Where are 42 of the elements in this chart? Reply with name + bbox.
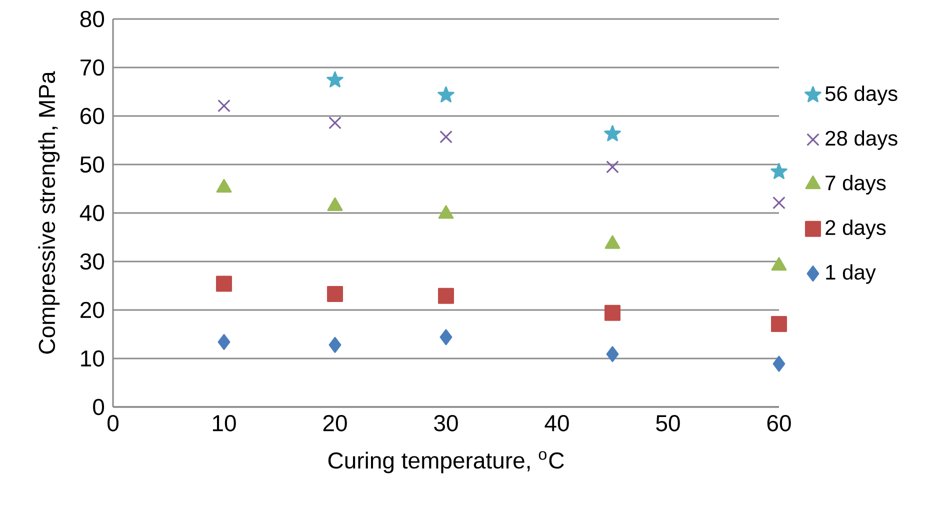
y-tick-label: 80 [80,10,104,28]
x-tick-label: 0 [108,415,119,432]
point [606,160,619,174]
y-axis-title: Compressive strength, MPa [38,71,60,354]
y-tick-label: 70 [80,59,104,76]
point [606,346,619,362]
point [438,288,454,304]
y-tick-label: 20 [80,302,104,318]
y-tick-label: 0 [93,398,104,416]
y-tick-label: 40 [80,204,104,222]
legend-label: 1 day [826,264,876,284]
point [218,99,230,112]
point [326,71,344,88]
y-tick-label: 10 [81,350,104,367]
x-axis-title: Curing temperature, $^{o}$C [328,451,564,474]
y-tick-label: 50 [80,156,104,173]
point [438,86,454,102]
point [440,130,452,144]
point [328,336,342,353]
x-tick-label: 20 [323,415,347,432]
point [216,276,232,292]
point [328,116,342,130]
x-tick-label: 30 [434,415,458,432]
point [772,196,786,210]
point [772,356,786,372]
x-tick-label: 40 [544,415,569,432]
point [770,162,788,180]
y-tick-label: 30 [80,253,104,270]
legend-label: 7 days [826,174,886,195]
point [440,329,452,346]
point [770,316,787,332]
point [218,334,230,350]
point [604,304,620,321]
legend-label: 28 days [826,130,898,150]
legend-label: 56 days [825,86,898,106]
x-tick-label: 50 [656,415,680,432]
x-tick-label: 60 [767,415,791,432]
point [604,125,621,142]
legend-label: 2 days [826,220,886,240]
y-tick-label: 60 [80,108,104,124]
point [327,286,343,302]
x-tick-label: 10 [212,415,236,432]
